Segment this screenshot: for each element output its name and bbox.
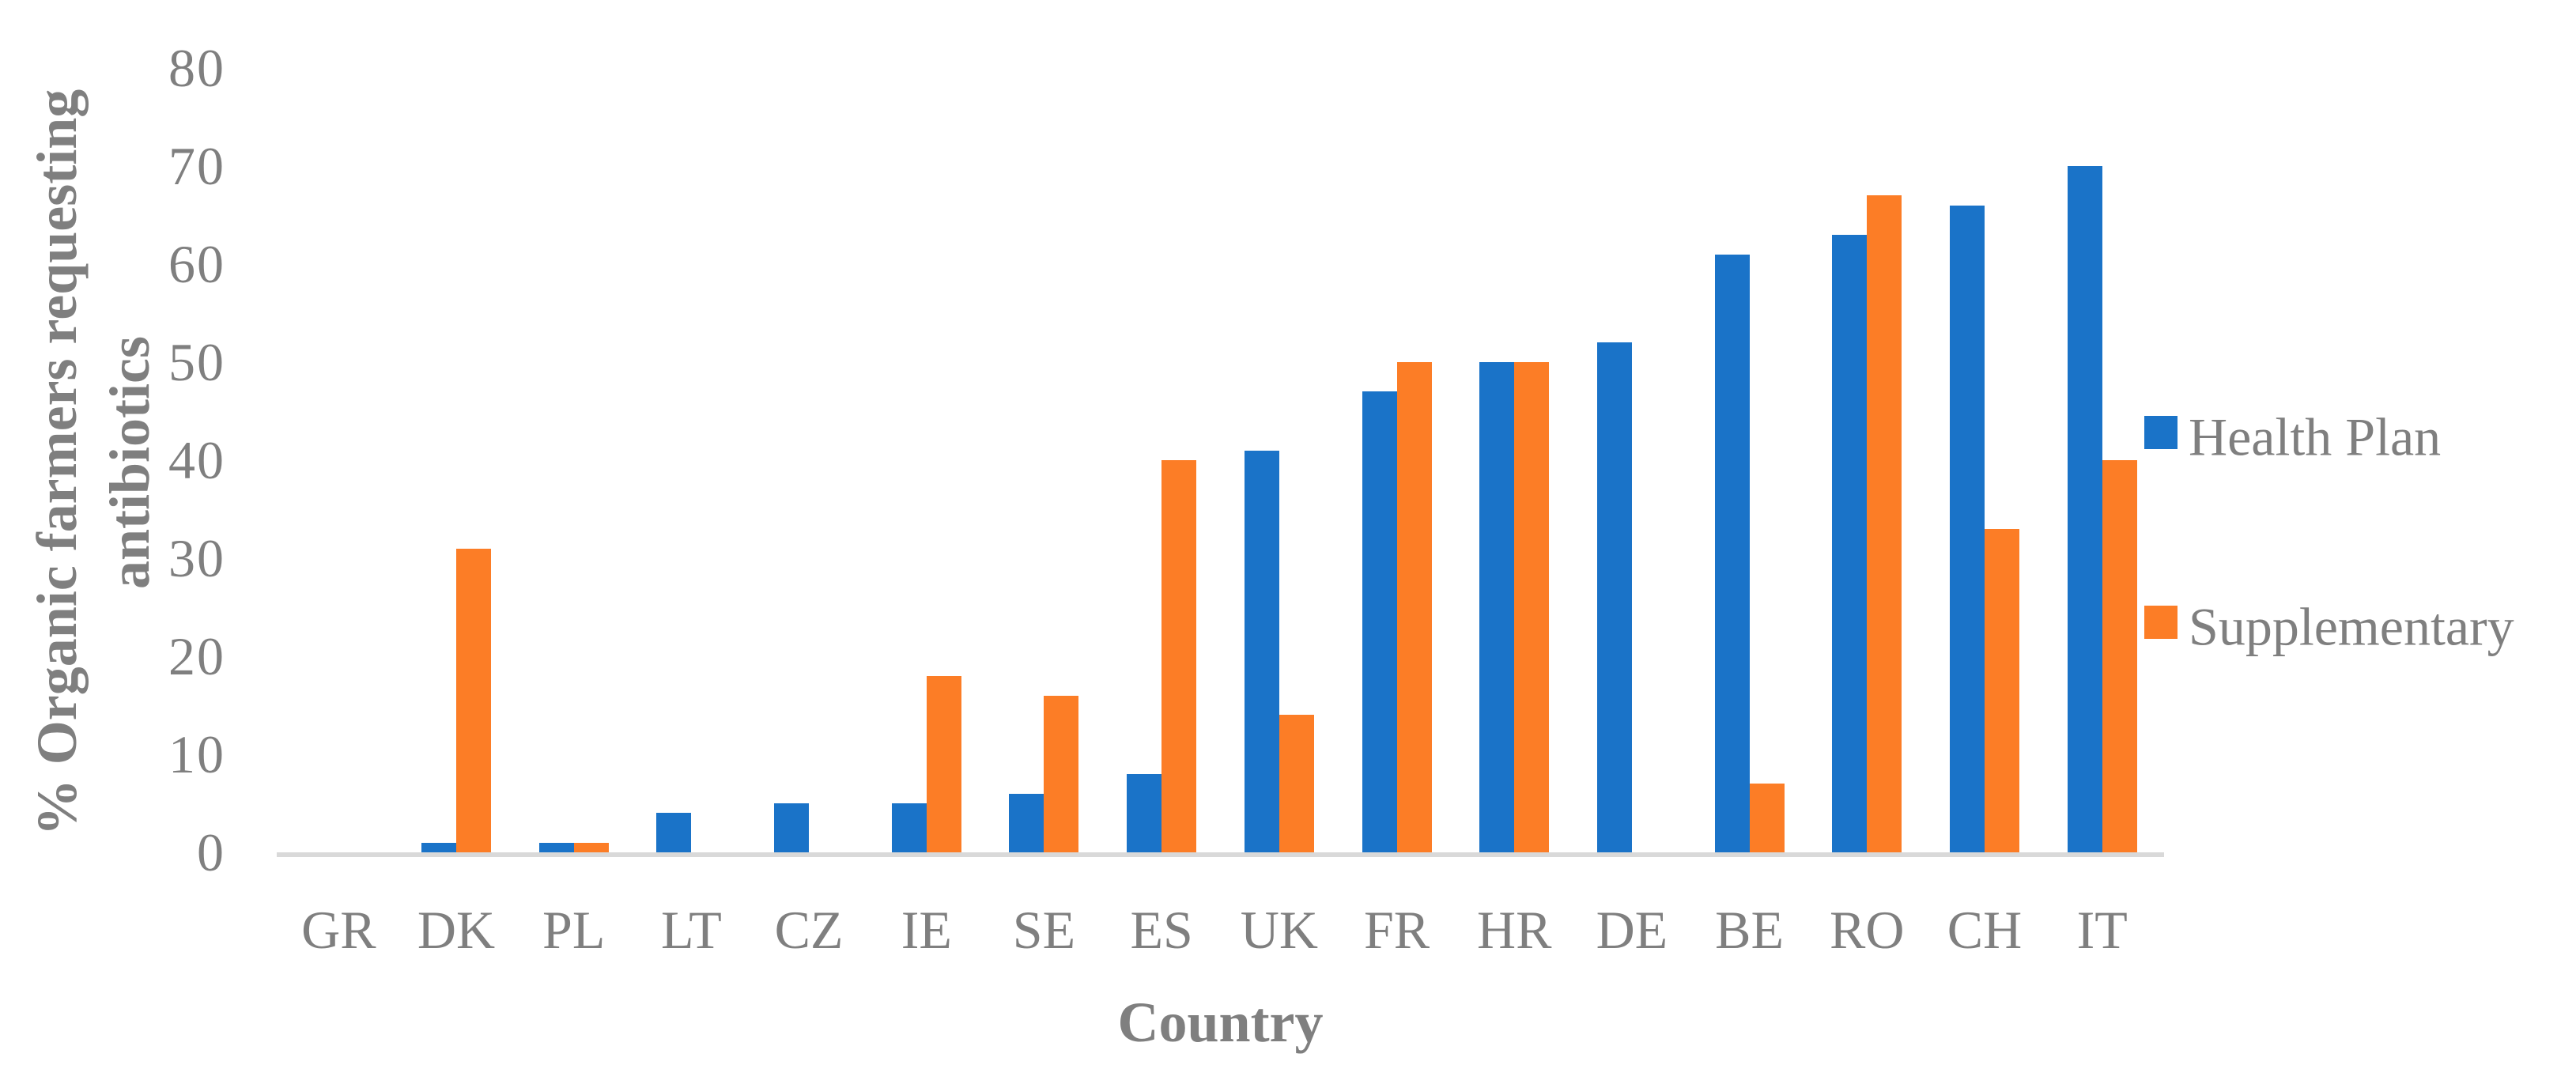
y-tick-label-60: 60 [168, 234, 225, 294]
bar-health-plan-ro [1832, 234, 1868, 852]
bar-health-plan-ch [1949, 205, 1985, 852]
x-tick-label-se: SE [1012, 900, 1076, 960]
x-tick-label-uk: UK [1240, 900, 1318, 960]
bar-health-plan-dk [421, 842, 457, 852]
x-axis-line [277, 852, 2164, 857]
x-axis-title: Country [1117, 991, 1324, 1054]
y-tick-label-80: 80 [168, 38, 225, 98]
x-tick-label-ch: CH [1947, 900, 2023, 960]
bar-health-plan-be [1714, 254, 1750, 852]
bar-supplementary-ie [926, 675, 961, 852]
bar-supplementary-uk [1279, 715, 1314, 852]
bar-health-plan-pl [538, 842, 574, 852]
bar-health-plan-de [1596, 342, 1632, 852]
bar-supplementary-hr [1514, 362, 1550, 852]
x-tick-label-hr: HR [1476, 900, 1552, 960]
health-plan-swatch-icon [2144, 416, 2178, 450]
y-tick-label-0: 0 [197, 822, 225, 882]
x-tick-label-es: ES [1130, 900, 1193, 960]
x-tick-label-de: DE [1596, 900, 1668, 960]
y-tick-label-10: 10 [168, 724, 225, 784]
supplementary-swatch-icon [2144, 606, 2178, 640]
x-tick-label-pl: PL [542, 900, 606, 960]
x-tick-label-ie: IE [901, 900, 952, 960]
bar-supplementary-be [1749, 784, 1785, 852]
bar-health-plan-es [1127, 773, 1162, 852]
y-tick-label-20: 20 [168, 626, 225, 686]
bar-health-plan-cz [774, 803, 810, 852]
bar-health-plan-ie [891, 803, 927, 852]
bar-supplementary-fr [1396, 362, 1432, 852]
legend-label-supplementary: Supplementary [2189, 596, 2514, 657]
x-tick-label-lt: LT [660, 900, 722, 960]
bar-health-plan-lt [656, 813, 692, 852]
bar-supplementary-ch [1984, 528, 2019, 852]
x-tick-label-cz: CZ [774, 900, 844, 960]
y-tick-label-50: 50 [168, 332, 225, 392]
bar-health-plan-uk [1244, 450, 1279, 852]
bar-health-plan-fr [1362, 391, 1397, 852]
bar-supplementary-ro [1867, 195, 1902, 852]
bar-health-plan-hr [1479, 362, 1515, 852]
y-tick-label-30: 30 [168, 528, 225, 588]
x-tick-label-fr: FR [1363, 900, 1430, 960]
x-tick-label-it: IT [2076, 900, 2128, 960]
x-tick-label-dk: DK [417, 900, 496, 960]
bar-supplementary-it [2102, 460, 2137, 852]
legend-item-health-plan: Health Plan [2144, 399, 2442, 467]
legend-item-supplementary: Supplementary [2144, 589, 2514, 656]
bar-supplementary-se [1044, 695, 1079, 852]
x-tick-label-be: BE [1715, 900, 1785, 960]
y-tick-label-70: 70 [168, 136, 225, 196]
x-tick-label-ro: RO [1830, 900, 1905, 960]
bar-health-plan-se [1009, 793, 1044, 852]
bar-health-plan-it [2067, 166, 2102, 852]
bar-supplementary-es [1161, 460, 1197, 852]
x-tick-label-gr: GR [301, 900, 376, 960]
y-tick-label-40: 40 [168, 430, 225, 490]
bar-supplementary-dk [456, 548, 492, 852]
bar-supplementary-pl [573, 842, 609, 852]
legend-label-health-plan: Health Plan [2189, 406, 2442, 467]
